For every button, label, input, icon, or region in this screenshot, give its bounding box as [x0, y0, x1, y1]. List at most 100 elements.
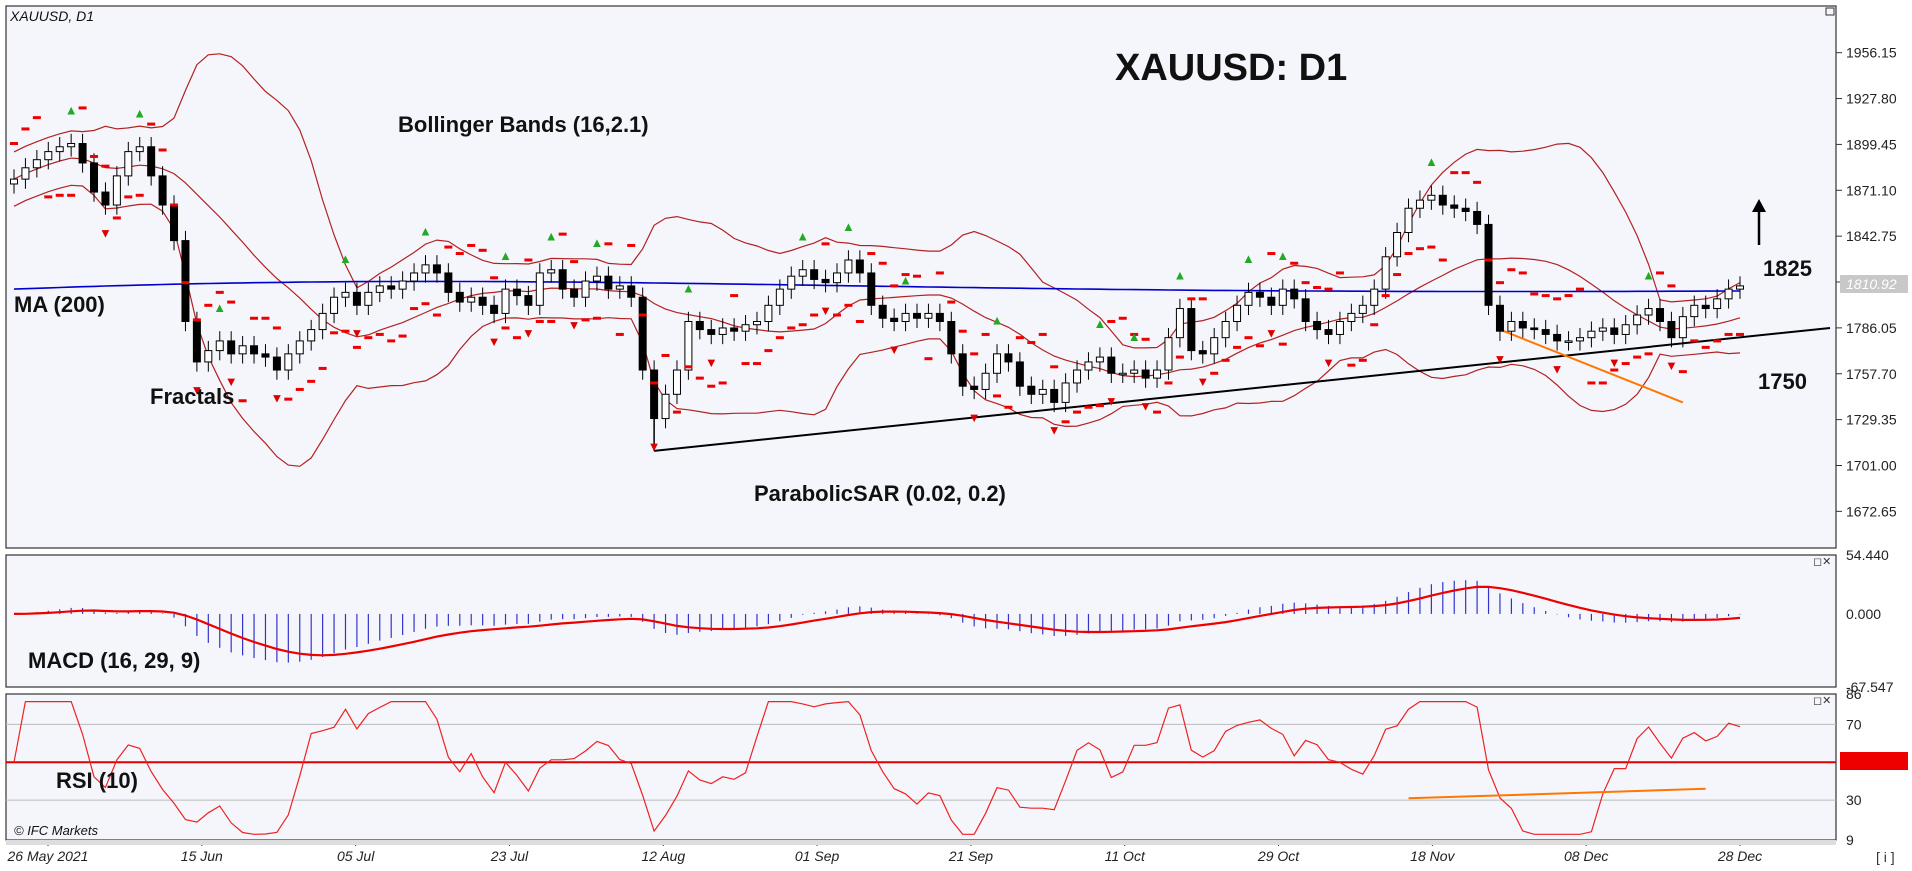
sar-dot — [1713, 339, 1722, 343]
sar-dot — [1004, 405, 1013, 409]
candle-down — [1004, 353, 1013, 363]
candle-up — [1370, 288, 1379, 306]
sar-dot — [501, 326, 510, 330]
sar-dot — [684, 365, 693, 369]
candle-down — [192, 320, 201, 363]
candle — [1438, 185, 1447, 215]
sar-dot — [1610, 368, 1619, 372]
rsi-window-icons[interactable]: ◻✕ — [1813, 695, 1831, 707]
candle-down — [524, 295, 533, 306]
candle — [512, 279, 521, 306]
candle — [455, 282, 464, 312]
candle — [855, 250, 864, 283]
candle-down — [1530, 327, 1539, 331]
candle — [604, 266, 613, 299]
fractal-up-icon: ▲ — [213, 300, 226, 315]
fractal-down-icon: ▼ — [350, 326, 363, 341]
candle — [947, 311, 956, 364]
candle-up — [1164, 337, 1173, 371]
candle-down — [707, 329, 716, 335]
candle — [352, 282, 361, 316]
y-tick-label: 1672.65 — [1846, 503, 1897, 519]
sar-dot — [1461, 171, 1470, 175]
sar-dot — [1164, 381, 1173, 385]
candle — [1690, 295, 1699, 327]
info-icon[interactable]: [ i ] — [1876, 849, 1895, 865]
candle-down — [867, 272, 876, 306]
fractal-up-icon: ▲ — [419, 224, 432, 239]
candle-down — [570, 288, 579, 298]
candle — [1233, 295, 1242, 332]
sar-dot — [1564, 294, 1573, 298]
candle-down — [855, 259, 864, 274]
candle — [1324, 319, 1333, 345]
candle-down — [1450, 204, 1459, 209]
sar-dot — [650, 381, 659, 385]
candle-up — [1621, 324, 1630, 335]
candle-up — [981, 372, 990, 390]
fractal-up-icon: ▲ — [842, 219, 855, 234]
x-tick-label: 11 Oct — [1105, 848, 1146, 864]
candle-down — [181, 240, 190, 322]
sar-dot — [1633, 355, 1642, 359]
candle-up — [21, 167, 30, 180]
candle-down — [1438, 194, 1447, 206]
candle — [204, 340, 213, 372]
candle — [490, 295, 499, 324]
sar-dot — [204, 303, 213, 307]
y-tick-label: 1701.00 — [1846, 457, 1897, 473]
candle-up — [1507, 320, 1516, 332]
candle-up — [752, 320, 761, 326]
fractal-up-icon: ▲ — [591, 235, 604, 250]
fractal-down-icon: ▼ — [1196, 374, 1209, 389]
candle — [707, 319, 716, 345]
candle — [810, 260, 819, 290]
fractal-down-icon: ▼ — [648, 439, 661, 454]
maximize-main-icon[interactable] — [1825, 7, 1835, 16]
candle-up — [135, 146, 144, 153]
fractal-up-icon: ▲ — [1173, 267, 1186, 282]
candle — [32, 149, 41, 178]
x-tick-label: 21 Sep — [948, 848, 994, 864]
sar-dot — [90, 154, 99, 158]
candle-up — [1427, 194, 1436, 201]
candle — [1381, 247, 1390, 299]
sar-dot — [1484, 258, 1493, 262]
sar-dot — [295, 387, 304, 391]
candle — [90, 153, 99, 202]
sar-dot — [878, 261, 887, 265]
candle — [1575, 327, 1584, 351]
sar-dot — [821, 242, 830, 246]
macd-window-icons[interactable]: ◻✕ — [1813, 556, 1831, 568]
candle-down — [455, 291, 464, 303]
candle-down — [638, 296, 647, 371]
candle-up — [318, 312, 327, 331]
candle — [1530, 318, 1539, 340]
candle-up — [787, 275, 796, 290]
candle-down — [387, 285, 396, 290]
fractal-up-icon: ▲ — [545, 229, 558, 244]
sar-dot — [1278, 342, 1287, 346]
sar-dot — [1724, 332, 1733, 336]
sar-dot — [1358, 358, 1367, 362]
time-scroll-bar[interactable] — [6, 840, 1836, 845]
candle — [1541, 319, 1550, 345]
candle-up — [718, 327, 727, 335]
candle — [1678, 306, 1687, 348]
sar-dot — [455, 252, 464, 256]
fractal-up-icon: ▲ — [899, 272, 912, 287]
candle-up — [798, 269, 807, 277]
candle-up — [1347, 312, 1356, 322]
candle-down — [90, 162, 99, 193]
fractal-down-icon: ▼ — [1551, 361, 1564, 376]
candle-up — [1633, 314, 1642, 326]
sar-dot — [55, 193, 64, 197]
candle — [1404, 198, 1413, 243]
candle-down — [1495, 304, 1504, 332]
candle — [730, 318, 739, 341]
sar-dot — [1701, 345, 1710, 349]
sar-dot — [638, 313, 647, 317]
candle-up — [1061, 382, 1070, 403]
axes: 1956.151927.801899.451871.101842.751814.… — [6, 45, 1897, 864]
candle-down — [1541, 329, 1550, 335]
